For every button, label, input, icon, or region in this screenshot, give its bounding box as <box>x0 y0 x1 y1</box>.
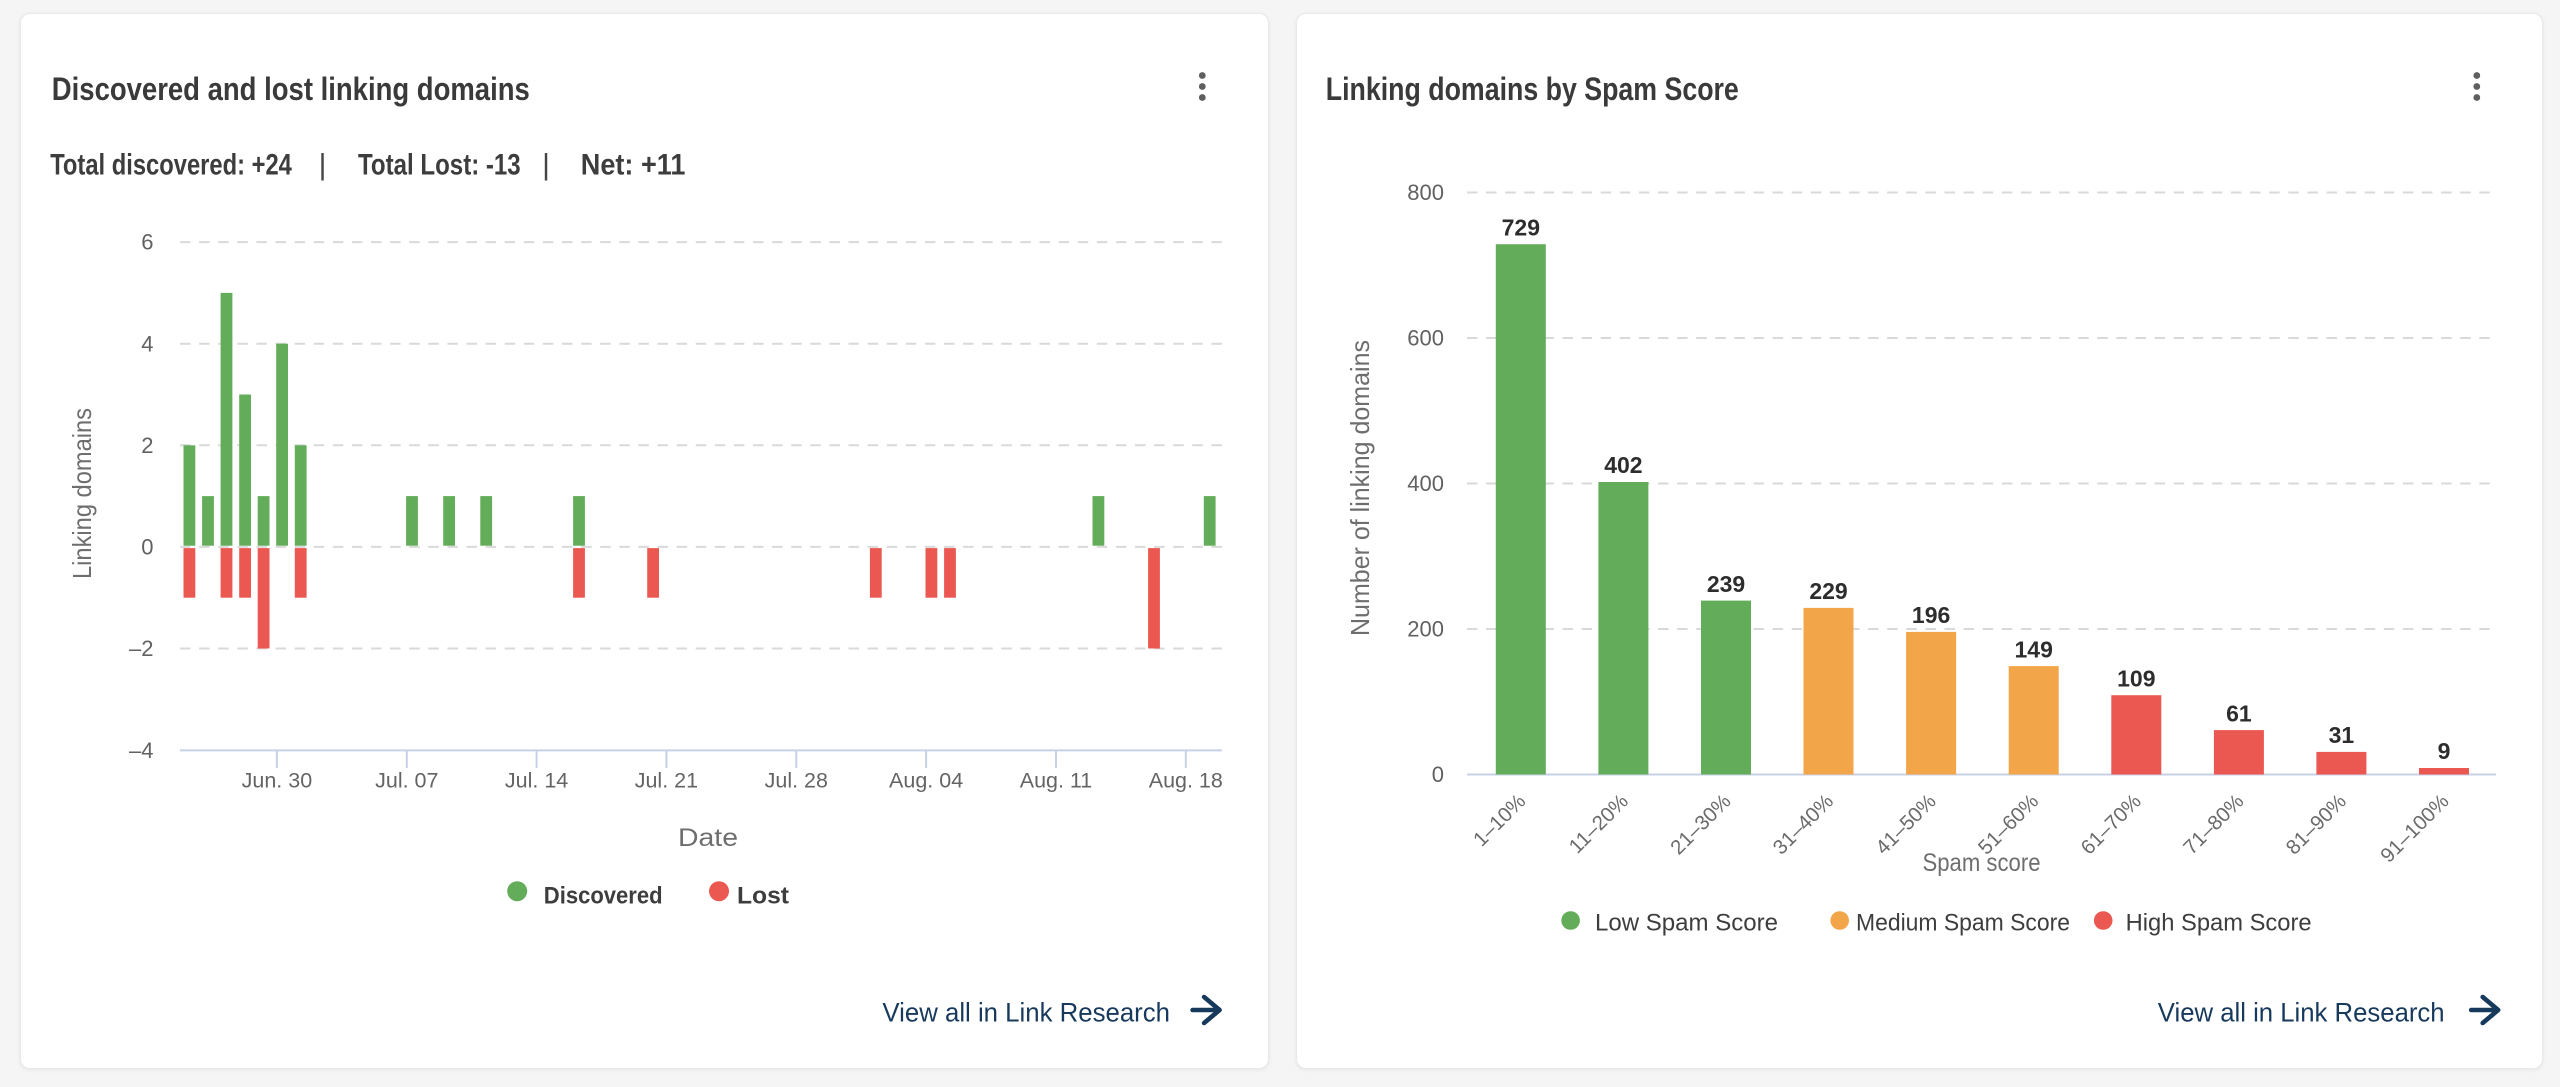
svg-text:600: 600 <box>1407 326 1444 351</box>
svg-text:400: 400 <box>1407 471 1444 496</box>
svg-text:239: 239 <box>1707 571 1745 597</box>
svg-text:402: 402 <box>1604 452 1642 478</box>
svg-text:|: | <box>319 149 327 182</box>
svg-text:Discovered: Discovered <box>544 883 663 910</box>
svg-text:Date: Date <box>678 824 738 852</box>
svg-text:Total Lost: -13: Total Lost: -13 <box>358 149 521 182</box>
svg-text:High Spam Score: High Spam Score <box>2126 910 2312 937</box>
svg-text:31: 31 <box>2329 722 2355 748</box>
svg-text:|: | <box>542 149 550 182</box>
svg-text:1–10%: 1–10% <box>1469 790 1530 851</box>
svg-text:61–70%: 61–70% <box>2076 790 2145 859</box>
svg-text:729: 729 <box>1502 214 1540 240</box>
svg-text:21–30%: 21–30% <box>1666 790 1735 859</box>
svg-text:Jul. 14: Jul. 14 <box>505 769 568 793</box>
svg-text:–4: –4 <box>129 738 153 763</box>
svg-text:109: 109 <box>2117 665 2155 691</box>
svg-text:61: 61 <box>2226 700 2252 726</box>
svg-text:149: 149 <box>2015 636 2053 662</box>
svg-text:–2: –2 <box>129 636 153 661</box>
svg-text:Spam score: Spam score <box>1923 849 2041 877</box>
svg-text:Lost: Lost <box>737 883 789 910</box>
svg-text:Discovered and lost linking do: Discovered and lost linking domains <box>52 71 530 107</box>
svg-text:6: 6 <box>141 230 153 255</box>
svg-text:Jul. 28: Jul. 28 <box>765 769 828 793</box>
svg-text:Medium Spam Score: Medium Spam Score <box>1856 910 2070 937</box>
svg-text:91–100%: 91–100% <box>2376 790 2454 868</box>
svg-text:Linking domains: Linking domains <box>67 408 97 579</box>
svg-text:800: 800 <box>1407 180 1444 205</box>
svg-text:View all in Link Research: View all in Link Research <box>2158 998 2445 1028</box>
svg-text:0: 0 <box>141 535 153 560</box>
svg-text:9: 9 <box>2438 738 2451 764</box>
svg-text:Number of linking domains: Number of linking domains <box>1345 340 1375 636</box>
svg-text:View all in Link Research: View all in Link Research <box>882 998 1170 1028</box>
svg-text:31–40%: 31–40% <box>1769 790 1838 859</box>
svg-text:2: 2 <box>141 433 153 458</box>
svg-text:Total discovered: +24: Total discovered: +24 <box>50 149 292 182</box>
svg-text:Jul. 07: Jul. 07 <box>375 769 438 793</box>
svg-text:196: 196 <box>1912 602 1950 628</box>
svg-text:81–90%: 81–90% <box>2281 790 2350 859</box>
svg-text:Linking domains by Spam Score: Linking domains by Spam Score <box>1326 71 1739 107</box>
svg-text:Aug. 11: Aug. 11 <box>1020 769 1093 793</box>
svg-text:200: 200 <box>1407 617 1444 642</box>
svg-text:71–80%: 71–80% <box>2179 790 2248 859</box>
svg-text:Low Spam Score: Low Spam Score <box>1595 910 1778 937</box>
svg-text:229: 229 <box>1809 578 1847 604</box>
svg-text:Aug. 04: Aug. 04 <box>889 769 963 793</box>
svg-text:Jun. 30: Jun. 30 <box>242 769 313 793</box>
svg-text:Aug. 18: Aug. 18 <box>1149 769 1223 793</box>
svg-text:Jul. 21: Jul. 21 <box>635 769 698 793</box>
svg-text:0: 0 <box>1432 762 1444 787</box>
svg-text:Net: +11: Net: +11 <box>581 149 686 182</box>
svg-text:11–20%: 11–20% <box>1565 790 1633 858</box>
svg-text:4: 4 <box>141 331 153 356</box>
